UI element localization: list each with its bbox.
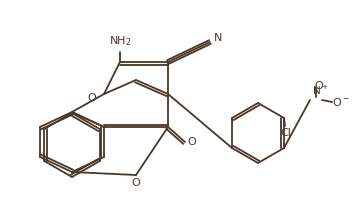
Text: O$^-$: O$^-$ <box>332 96 350 108</box>
Text: O: O <box>87 93 96 103</box>
Text: NH$_2$: NH$_2$ <box>109 34 131 48</box>
Text: N$^+$: N$^+$ <box>312 84 329 97</box>
Text: O: O <box>187 137 196 147</box>
Text: O: O <box>132 178 140 188</box>
Text: O: O <box>314 81 323 91</box>
Text: Cl: Cl <box>280 128 291 138</box>
Text: N: N <box>214 33 222 43</box>
